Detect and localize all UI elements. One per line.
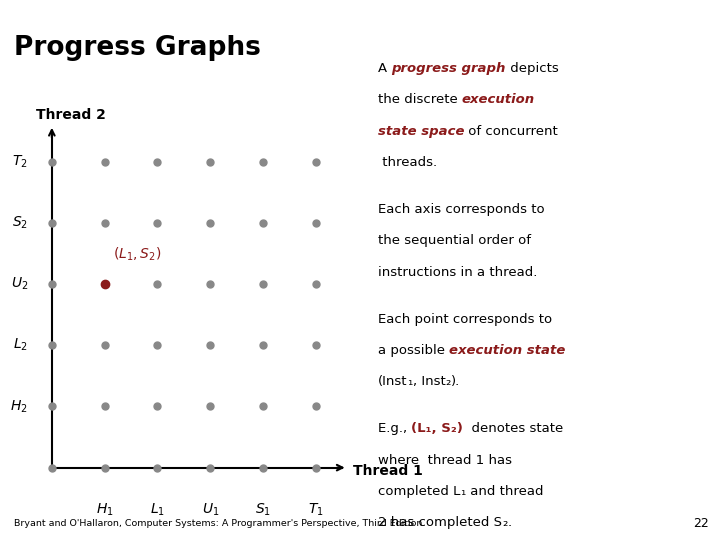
Text: and thread: and thread: [466, 485, 543, 498]
Text: $U_1$: $U_1$: [202, 501, 219, 518]
Text: the discrete: the discrete: [378, 93, 462, 106]
Text: threads.: threads.: [378, 156, 437, 169]
Text: ₂: ₂: [446, 375, 451, 388]
Text: ₁: ₁: [408, 375, 413, 388]
Text: $L_2$: $L_2$: [13, 337, 28, 354]
Text: $(L_1, S_2)$: $(L_1, S_2)$: [112, 245, 161, 262]
Text: completed L: completed L: [378, 485, 460, 498]
Text: $S_1$: $S_1$: [255, 501, 271, 518]
Text: where  thread 1 has: where thread 1 has: [378, 454, 512, 467]
Text: $T_1$: $T_1$: [308, 501, 324, 518]
Text: the sequential order of: the sequential order of: [378, 234, 531, 247]
Text: $H_2$: $H_2$: [10, 398, 28, 415]
Text: (Inst: (Inst: [378, 375, 408, 388]
Text: $S_2$: $S_2$: [12, 214, 28, 231]
Text: of concurrent: of concurrent: [464, 125, 558, 138]
Text: (L₁, S₂): (L₁, S₂): [411, 422, 463, 435]
Text: denotes state: denotes state: [463, 422, 564, 435]
Text: , Inst: , Inst: [413, 375, 446, 388]
Text: A: A: [378, 62, 392, 75]
Text: Each axis corresponds to: Each axis corresponds to: [378, 203, 544, 216]
Text: $L_1$: $L_1$: [150, 501, 165, 518]
Text: ₁: ₁: [460, 485, 466, 498]
Text: $U_2$: $U_2$: [11, 276, 28, 292]
Text: execution state: execution state: [449, 344, 566, 357]
Text: Progress Graphs: Progress Graphs: [14, 35, 261, 61]
Text: progress graph: progress graph: [392, 62, 505, 75]
Text: Each point corresponds to: Each point corresponds to: [378, 313, 552, 326]
Text: instructions in a thread.: instructions in a thread.: [378, 266, 537, 279]
Text: Bryant and O'Hallaron, Computer Systems: A Programmer's Perspective, Third Editi: Bryant and O'Hallaron, Computer Systems:…: [14, 519, 423, 528]
Text: Thread 1: Thread 1: [353, 464, 423, 478]
Text: execution: execution: [462, 93, 535, 106]
Text: ₂: ₂: [502, 516, 508, 529]
Text: Thread 2: Thread 2: [36, 108, 106, 122]
Text: state space: state space: [378, 125, 464, 138]
Text: ).: ).: [451, 375, 460, 388]
Text: $T_2$: $T_2$: [12, 153, 28, 170]
Text: E.g.,: E.g.,: [378, 422, 411, 435]
Text: depicts: depicts: [505, 62, 559, 75]
Text: Carnegie Mellon: Carnegie Mellon: [602, 8, 709, 21]
Text: 2 has completed S: 2 has completed S: [378, 516, 502, 529]
Text: 22: 22: [693, 517, 709, 530]
Text: $H_1$: $H_1$: [96, 501, 114, 518]
Text: .: .: [508, 516, 511, 529]
Text: a possible: a possible: [378, 344, 449, 357]
